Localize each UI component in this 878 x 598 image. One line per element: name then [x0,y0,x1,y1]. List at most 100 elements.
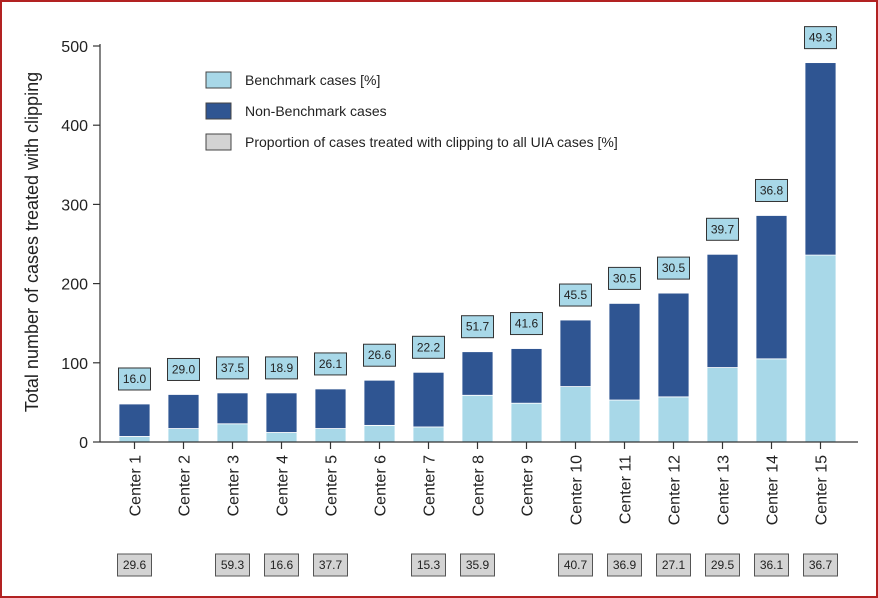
bar-benchmark [412,426,445,443]
bar-benchmark [755,358,788,443]
x-tick-label: Center 4 [275,455,292,516]
legend-label: Proportion of cases treated with clippin… [245,134,618,150]
y-axis-label: Total number of cases treated with clipp… [22,72,42,412]
bar-non-benchmark [265,392,298,433]
legend-swatch [205,102,232,120]
bar-non-benchmark [216,392,249,425]
benchmark-percent-box [412,335,445,359]
x-tick-label: Center 2 [177,455,194,516]
benchmark-percent-box [265,356,298,380]
bar-benchmark [118,436,151,443]
x-tick-label: Center 15 [814,455,831,525]
x-tick-label: Center 3 [226,455,243,516]
benchmark-percent-label: 51.7 [466,320,490,334]
bar-benchmark [510,402,543,443]
benchmark-percent-box [804,26,837,50]
x-tick-label: Center 5 [324,455,341,516]
bar-non-benchmark [461,351,494,396]
x-tick-label: Center 9 [520,455,537,516]
benchmark-percent-label: 37.5 [221,361,245,375]
benchmark-percent-box [118,367,151,391]
bar-benchmark [608,399,641,443]
proportion-box [313,553,348,577]
benchmark-percent-label: 18.9 [270,361,294,375]
proportion-box [558,553,593,577]
y-axis: 0 100 200 300 400 500 [61,39,101,452]
legend: Benchmark cases [%] Non-Benchmark cases Pr… [205,71,618,151]
bar-benchmark [265,432,298,443]
bar-non-benchmark [559,319,592,387]
x-tick-label: Center 12 [667,455,684,525]
legend-swatch [205,71,232,89]
legend-label: Non-Benchmark cases [245,103,387,119]
bar-non-benchmark [706,253,739,368]
benchmark-percent-label: 26.1 [319,357,343,371]
bar-non-benchmark [510,348,543,404]
y-tick-label: 100 [61,356,88,373]
x-tick-label: Center 14 [765,455,782,525]
bar-non-benchmark [118,403,151,437]
y-tick-label: 0 [79,435,88,452]
proportion-box [411,553,446,577]
proportion-box [705,553,740,577]
proportion-label: 40.7 [564,558,588,572]
benchmark-percent-box [216,356,249,380]
legend-swatch [205,133,232,151]
benchmark-percent-label: 39.7 [711,222,735,236]
x-tick-label: Center 7 [422,455,439,516]
bar-benchmark [314,428,347,443]
benchmark-percent-box [657,256,690,280]
benchmark-percent-box [510,312,543,336]
proportion-box [215,553,250,577]
proportion-box [264,553,299,577]
y-tick-label: 400 [61,118,88,135]
bar-non-benchmark [755,215,788,360]
proportion-label: 36.7 [809,558,833,572]
bar-benchmark [706,367,739,443]
benchmark-percent-label: 45.5 [564,288,588,302]
y-tick-label: 300 [61,197,88,214]
bar-benchmark [461,394,494,443]
bar-non-benchmark [167,394,200,429]
proportion-label: 59.3 [221,558,245,572]
benchmark-percent-box [706,217,739,241]
x-tick-label: Center 13 [716,455,733,525]
proportion-label: 36.9 [613,558,637,572]
bar-non-benchmark [804,62,837,256]
proportion-labels: 29.6 59.3 16.6 37.7 15.3 35.9 40.7 36.9 27.1 29.5… [117,553,838,577]
x-tick-label: Center 8 [471,455,488,516]
benchmark-percent-label: 30.5 [613,271,637,285]
bar-benchmark [216,423,249,443]
benchmark-percent-box [755,178,788,202]
benchmark-percent-label: 49.3 [809,31,833,45]
y-tick-label: 200 [61,277,88,294]
benchmark-percent-box [314,352,347,376]
x-axis: Center 1 Center 2 Center 3 Center 4 Center 5… [100,441,858,525]
benchmark-percent-label: 16.0 [123,372,147,386]
proportion-label: 29.5 [711,558,735,572]
proportion-box [803,553,838,577]
bars [118,62,837,443]
y-tick-label: 500 [61,39,88,56]
bar-non-benchmark [363,379,396,426]
legend-label: Benchmark cases [%] [245,72,380,88]
bar-benchmark [804,254,837,443]
proportion-label: 36.1 [760,558,784,572]
x-tick-label: Center 11 [618,455,635,524]
proportion-box [607,553,642,577]
benchmark-percent-box [461,315,494,339]
bar-benchmark [167,428,200,443]
benchmark-percent-label: 41.6 [515,317,539,331]
proportion-label: 16.6 [270,558,294,572]
bar-non-benchmark [657,292,690,398]
bar-non-benchmark [608,302,641,401]
x-tick-label: Center 6 [373,455,390,516]
benchmark-percent-box [167,357,200,381]
bar-non-benchmark [412,371,445,428]
benchmark-percent-label: 29.0 [172,362,196,376]
proportion-box [117,553,152,577]
bar-benchmark [657,396,690,443]
benchmark-percent-label: 36.8 [760,183,784,197]
